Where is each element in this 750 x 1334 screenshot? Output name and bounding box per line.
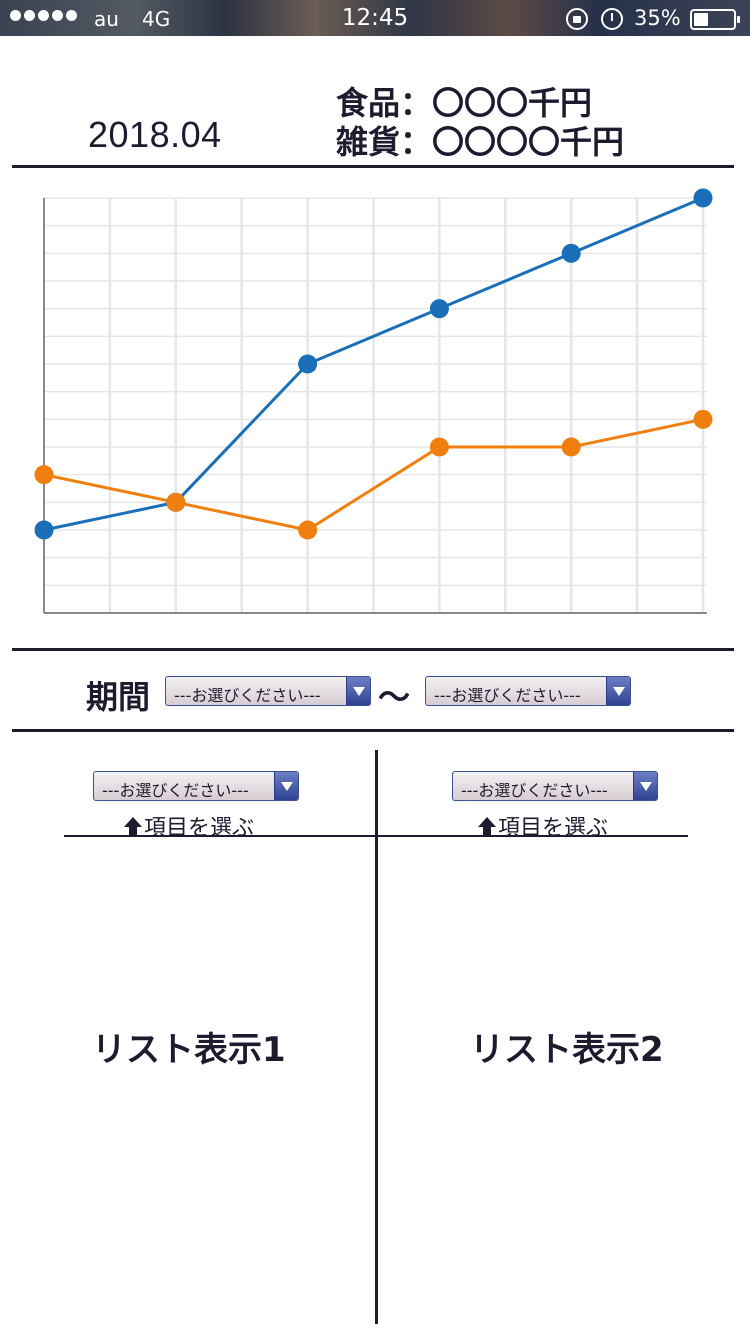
chart-series-line-1	[43, 196, 704, 532]
carrier-label: au	[94, 7, 119, 31]
chart-point-s1-6	[693, 188, 713, 208]
battery-icon	[690, 9, 740, 30]
signal-dots-icon	[10, 10, 77, 21]
battery-fill	[694, 13, 708, 26]
chart-point-s1-3	[298, 354, 318, 374]
filter-divider	[12, 729, 734, 732]
status-bar: au 4G 12:45 35%	[0, 0, 750, 36]
arrow-up-icon	[478, 817, 496, 837]
goods-total: 雑貨：〇〇〇〇千円	[336, 123, 625, 161]
list-column-divider	[375, 750, 378, 1324]
status-clock: 12:45	[341, 5, 409, 31]
list-display-1: リスト表示1	[92, 1030, 286, 1070]
food-total: 食品：〇〇〇千円	[336, 84, 593, 122]
dropdown-arrow-icon[interactable]	[606, 677, 630, 705]
battery-percent: 35%	[634, 6, 681, 30]
chart-point-s1-4	[429, 299, 449, 319]
network-type: 4G	[142, 7, 171, 31]
chart-point-s2-6	[693, 409, 713, 429]
chart-point-s1-5	[561, 243, 581, 263]
list2-select-value: ---お選びください---	[461, 781, 608, 800]
chart-point-s2-1	[34, 465, 54, 485]
arrow-up-icon	[124, 817, 142, 837]
dropdown-arrow-icon[interactable]	[346, 677, 370, 705]
period-end-value: ---お選びください---	[434, 686, 581, 705]
list2-item-select[interactable]: ---お選びください---	[452, 771, 658, 801]
period-separator: 〜	[378, 678, 411, 716]
chart-point-s2-5	[561, 437, 581, 457]
alarm-icon	[601, 8, 623, 30]
dropdown-arrow-icon[interactable]	[633, 772, 657, 800]
period-start-select[interactable]: ---お選びください---	[165, 676, 371, 706]
list1-item-select[interactable]: ---お選びください---	[93, 771, 299, 801]
dropdown-arrow-icon[interactable]	[274, 772, 298, 800]
chart-point-s1-1	[34, 520, 54, 540]
list2-hint-text: 項目を選ぶ	[498, 816, 609, 841]
header-divider	[12, 165, 734, 168]
list-display-2: リスト表示2	[470, 1030, 664, 1070]
chart-point-s2-2	[166, 492, 186, 512]
list1-hint-text: 項目を選ぶ	[144, 816, 255, 841]
list1-select-hint: 項目を選ぶ	[124, 810, 254, 842]
list2-select-hint: 項目を選ぶ	[478, 810, 608, 842]
rotation-lock-icon	[566, 8, 588, 30]
chart-divider	[12, 648, 734, 651]
chart-point-s2-4	[429, 437, 449, 457]
period-end-select[interactable]: ---お選びください---	[425, 676, 631, 706]
period-start-value: ---お選びください---	[174, 686, 321, 705]
chart-point-s2-3	[298, 520, 318, 540]
report-period: 2018.04	[88, 114, 222, 155]
list1-select-value: ---お選びください---	[102, 781, 249, 800]
period-filter-label: 期間	[86, 678, 151, 716]
chart-series-line-2	[43, 417, 704, 532]
sales-line-chart	[34, 188, 713, 614]
